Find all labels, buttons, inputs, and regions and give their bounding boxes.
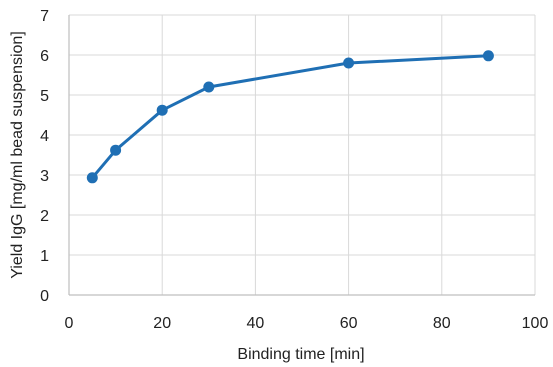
- data-point: [343, 57, 355, 69]
- x-tick-label: 100: [522, 315, 549, 332]
- y-tick-label: 3: [40, 168, 49, 185]
- data-point: [482, 50, 494, 62]
- axes: [68, 15, 535, 296]
- y-tick-label: 5: [40, 88, 49, 105]
- grid-lines: [69, 14, 536, 295]
- y-tick-label: 6: [40, 48, 49, 65]
- data-point: [156, 104, 168, 116]
- x-tick-label: 80: [433, 315, 451, 332]
- y-axis-tick-labels: 0 1 2 3 4 5 6 7: [40, 8, 49, 305]
- data-point: [203, 81, 215, 93]
- x-axis-title: Binding time [min]: [237, 346, 364, 363]
- y-tick-label: 4: [40, 128, 49, 145]
- x-tick-label: 40: [247, 315, 265, 332]
- series-line: [90, 54, 490, 180]
- x-axis-tick-labels: 0 20 40 60 80 100: [65, 315, 549, 332]
- x-tick-label: 60: [340, 315, 358, 332]
- data-point: [110, 144, 122, 156]
- y-tick-label: 0: [40, 288, 49, 305]
- y-tick-label: 2: [40, 208, 49, 225]
- y-tick-label: 1: [40, 248, 49, 265]
- data-point: [86, 172, 98, 184]
- data-series: [86, 50, 494, 184]
- y-axis-title: Yield IgG [mg/ml bead suspension]: [9, 31, 26, 279]
- y-tick-label: 7: [40, 8, 49, 25]
- x-tick-label: 0: [65, 315, 74, 332]
- x-tick-label: 20: [153, 315, 171, 332]
